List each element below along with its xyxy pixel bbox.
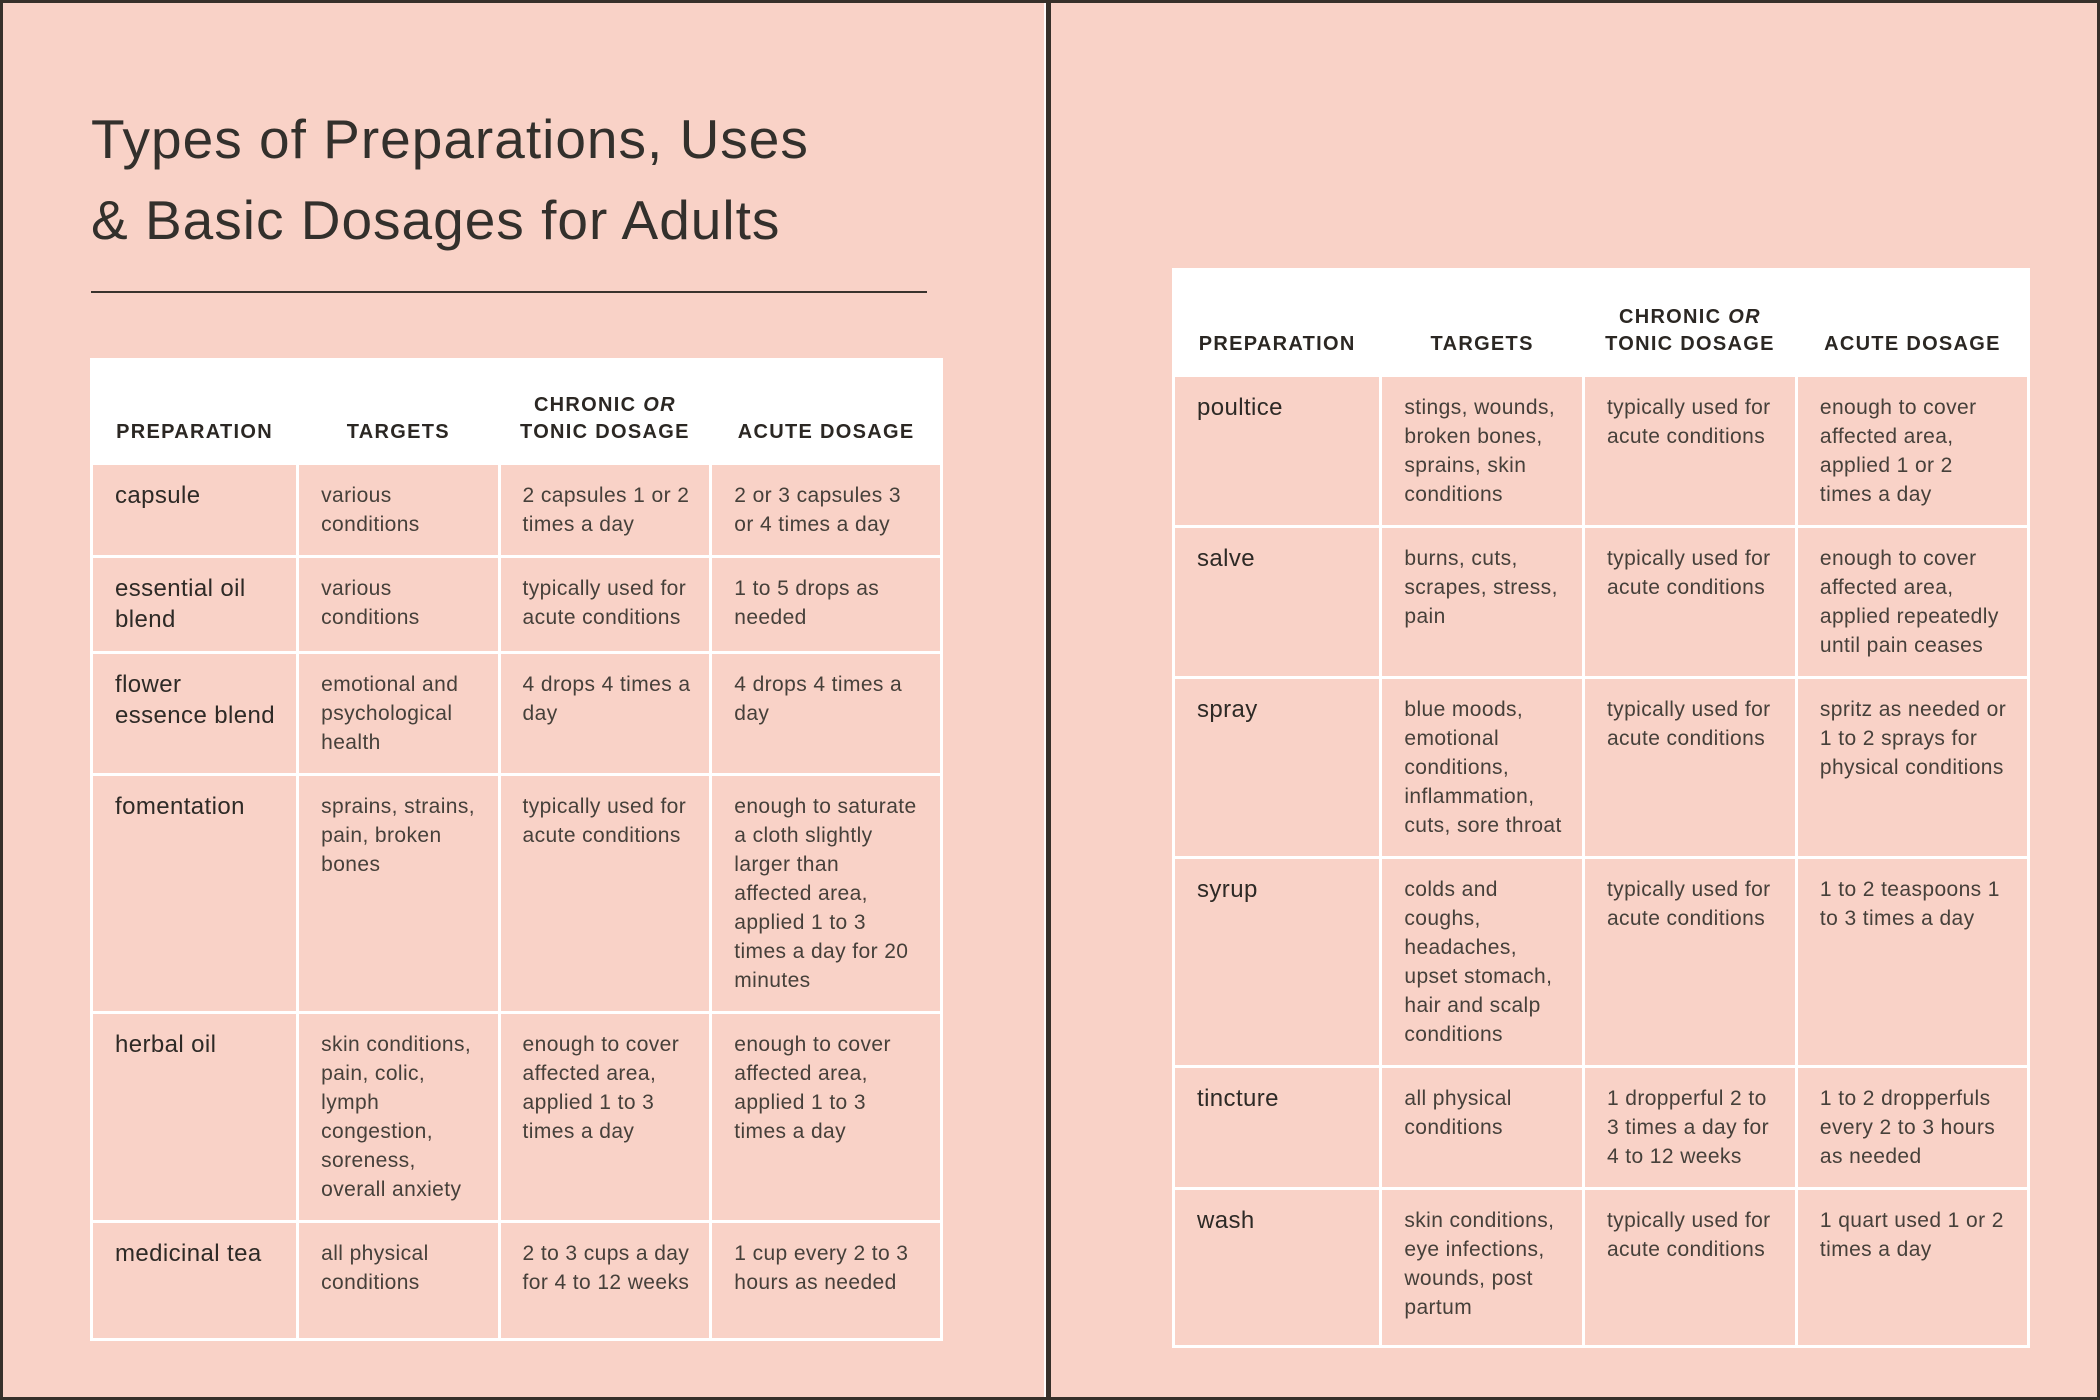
column-header-chronic-word: CHRONIC: [533, 394, 637, 416]
cell-targets: skin conditions, pain, colic, lymph cong…: [299, 1014, 498, 1220]
cell-acute-dosage: spritz as needed or 1 to 2 sprays for ph…: [1797, 679, 2027, 856]
cell-acute-dosage: enough to saturate a cloth slightly larg…: [712, 776, 940, 1011]
cell-preparation: herbal oil: [93, 1014, 297, 1220]
cell-chronic-dosage: typically used for acute conditions: [1584, 859, 1795, 1065]
cell-targets: sprains, strains, pain, broken bones: [299, 776, 498, 1011]
cell-targets: various conditions: [299, 558, 498, 651]
table-row: tincture all physical conditions 1 dropp…: [1175, 1068, 2027, 1187]
table-row: syrup colds and coughs, headaches, upset…: [1175, 859, 2027, 1065]
column-header-targets: TARGETS: [1382, 271, 1582, 374]
table-row: poultice stings, wounds, broken bones, s…: [1175, 377, 2027, 525]
table-row: capsule various conditions 2 capsules 1 …: [93, 465, 940, 555]
cell-preparation: wash: [1175, 1190, 1380, 1345]
book-spine-divider: [1046, 3, 1051, 1397]
cell-acute-dosage: 4 drops 4 times a day: [712, 654, 940, 773]
table-header-row: PREPARATION TARGETS CHRONIC OR TONIC DOSA…: [1175, 271, 2027, 374]
table-row: essential oil blend various conditions t…: [93, 558, 940, 651]
cell-targets: all physical conditions: [299, 1223, 498, 1338]
cell-preparation: poultice: [1175, 377, 1380, 525]
cell-chronic-dosage: 2 capsules 1 or 2 times a day: [500, 465, 710, 555]
cell-acute-dosage: enough to cover affected area, applied 1…: [712, 1014, 940, 1220]
table-row: flower essence blend emotional and psych…: [93, 654, 940, 773]
cell-acute-dosage: 1 to 2 teaspoons 1 to 3 times a day: [1797, 859, 2027, 1065]
cell-chronic-dosage: typically used for acute conditions: [1584, 528, 1795, 676]
cell-chronic-dosage: typically used for acute conditions: [1584, 377, 1795, 525]
cell-chronic-dosage: typically used for acute conditions: [1584, 679, 1795, 856]
cell-targets: blue moods, emotional conditions, inflam…: [1382, 679, 1582, 856]
table-row: spray blue moods, emotional conditions, …: [1175, 679, 2027, 856]
cell-targets: stings, wounds, broken bones, sprains, s…: [1382, 377, 1582, 525]
cell-chronic-dosage: 1 dropperful 2 to 3 times a day for 4 to…: [1584, 1068, 1795, 1187]
cell-chronic-dosage: typically used for acute conditions: [1584, 1190, 1795, 1345]
cell-preparation: capsule: [93, 465, 297, 555]
column-header-or-word: OR: [1728, 306, 1761, 328]
cell-targets: skin conditions, eye infections, wounds,…: [1382, 1190, 1582, 1345]
table-row: fomentation sprains, strains, pain, brok…: [93, 776, 940, 1011]
column-header-preparation: PREPARATION: [1175, 271, 1380, 374]
cell-preparation: fomentation: [93, 776, 297, 1011]
page-title: Types of Preparations, Uses & Basic Dosag…: [91, 99, 809, 261]
cell-acute-dosage: 1 to 2 dropperfuls every 2 to 3 hours as…: [1797, 1068, 2027, 1187]
cell-acute-dosage: 1 cup every 2 to 3 hours as needed: [712, 1223, 940, 1338]
cell-targets: various conditions: [299, 465, 498, 555]
column-header-tonic-dosage-words: TONIC DOSAGE: [1605, 333, 1775, 355]
cell-acute-dosage: enough to cover affected area, applied 1…: [1797, 377, 2027, 525]
column-header-tonic-dosage-words: TONIC DOSAGE: [520, 421, 690, 443]
preparations-table-right: PREPARATION TARGETS CHRONIC OR TONIC DOSA…: [1172, 268, 2030, 1348]
cell-preparation: flower essence blend: [93, 654, 297, 773]
cell-acute-dosage: 1 to 5 drops as needed: [712, 558, 940, 651]
cell-targets: burns, cuts, scrapes, stress, pain: [1382, 528, 1582, 676]
cell-acute-dosage: 1 quart used 1 or 2 times a day: [1797, 1190, 2027, 1345]
preparations-table-left: PREPARATION TARGETS CHRONIC OR TONIC DOSA…: [90, 358, 943, 1341]
column-header-acute-dosage: ACUTE DOSAGE: [712, 361, 940, 462]
column-header-acute-dosage: ACUTE DOSAGE: [1797, 271, 2027, 374]
table-row: herbal oil skin conditions, pain, colic,…: [93, 1014, 940, 1220]
cell-preparation: medicinal tea: [93, 1223, 297, 1338]
column-header-or-word: OR: [643, 394, 676, 416]
column-header-preparation: PREPARATION: [93, 361, 297, 462]
page-title-line2: & Basic Dosages for Adults: [91, 189, 781, 251]
table-row: salve burns, cuts, scrapes, stress, pain…: [1175, 528, 2027, 676]
cell-acute-dosage: enough to cover affected area, applied r…: [1797, 528, 2027, 676]
title-underline-rule: [91, 291, 927, 293]
cell-targets: colds and coughs, headaches, upset stoma…: [1382, 859, 1582, 1065]
cell-preparation: essential oil blend: [93, 558, 297, 651]
cell-preparation: salve: [1175, 528, 1380, 676]
column-header-chronic-tonic-dosage: CHRONIC OR TONIC DOSAGE: [1584, 271, 1795, 374]
cell-targets: emotional and psychological health: [299, 654, 498, 773]
page-title-line1: Types of Preparations, Uses: [91, 108, 809, 170]
column-header-chronic-tonic-dosage: CHRONIC OR TONIC DOSAGE: [500, 361, 710, 462]
cell-targets: all physical conditions: [1382, 1068, 1582, 1187]
column-header-targets: TARGETS: [299, 361, 498, 462]
cell-preparation: tincture: [1175, 1068, 1380, 1187]
cell-chronic-dosage: 4 drops 4 times a day: [500, 654, 710, 773]
cell-chronic-dosage: 2 to 3 cups a day for 4 to 12 weeks: [500, 1223, 710, 1338]
column-header-chronic-word: CHRONIC: [1618, 306, 1722, 328]
cell-chronic-dosage: typically used for acute conditions: [500, 558, 710, 651]
table-header-row: PREPARATION TARGETS CHRONIC OR TONIC DOSA…: [93, 361, 940, 462]
cell-preparation: syrup: [1175, 859, 1380, 1065]
cell-acute-dosage: 2 or 3 capsules 3 or 4 times a day: [712, 465, 940, 555]
cell-chronic-dosage: enough to cover affected area, applied 1…: [500, 1014, 710, 1220]
cell-preparation: spray: [1175, 679, 1380, 856]
table-row: medicinal tea all physical conditions 2 …: [93, 1223, 940, 1338]
cell-chronic-dosage: typically used for acute conditions: [500, 776, 710, 1011]
table-row: wash skin conditions, eye infections, wo…: [1175, 1190, 2027, 1345]
